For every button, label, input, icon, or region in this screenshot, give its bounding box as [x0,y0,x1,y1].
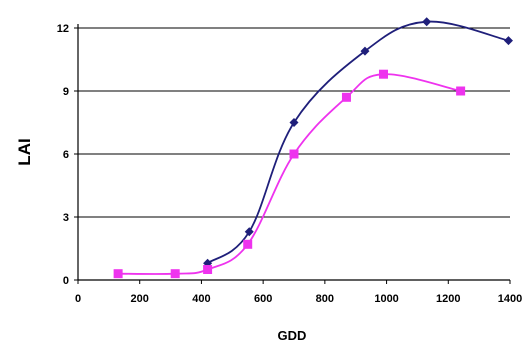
data-point [503,36,513,46]
data-point [341,92,351,102]
x-tick-label: 600 [254,293,272,305]
x-tick-label: 0 [75,293,81,305]
series-1 [113,69,466,279]
y-tick-label: 12 [57,23,69,35]
data-point [378,69,388,79]
y-axis-title: LAI [15,138,34,165]
data-point [203,265,213,274]
x-tick-label: 1200 [436,293,460,305]
data-point [456,86,466,96]
data-point [360,46,370,56]
x-tick-label: 200 [131,293,149,305]
x-tick-label: 1400 [498,293,522,305]
x-tick-label: 1000 [374,293,398,305]
x-tick-label: 400 [192,293,210,305]
data-point [422,17,432,27]
axes [77,24,510,281]
data-point [244,227,254,237]
data-point [289,118,299,127]
y-tick-label: 0 [63,275,69,287]
series-line-1 [118,73,461,275]
y-tick-label: 6 [63,149,69,161]
x-tick-labels: 0 200 400 600 800 1000 1200 1400 [75,280,522,305]
x-axis-title: GDD [278,328,307,343]
data-point [289,149,299,159]
y-tick-labels: 0 3 6 9 12 [57,23,78,287]
data-point [170,269,180,279]
y-tick-label: 3 [63,212,69,224]
y-tick-label: 9 [63,86,69,98]
series-line-0 [207,20,509,264]
x-tick-label: 800 [316,293,334,305]
data-point [113,269,123,279]
series-group [113,17,513,279]
data-point [243,239,253,249]
series-0 [203,17,513,268]
gridlines [78,27,510,218]
